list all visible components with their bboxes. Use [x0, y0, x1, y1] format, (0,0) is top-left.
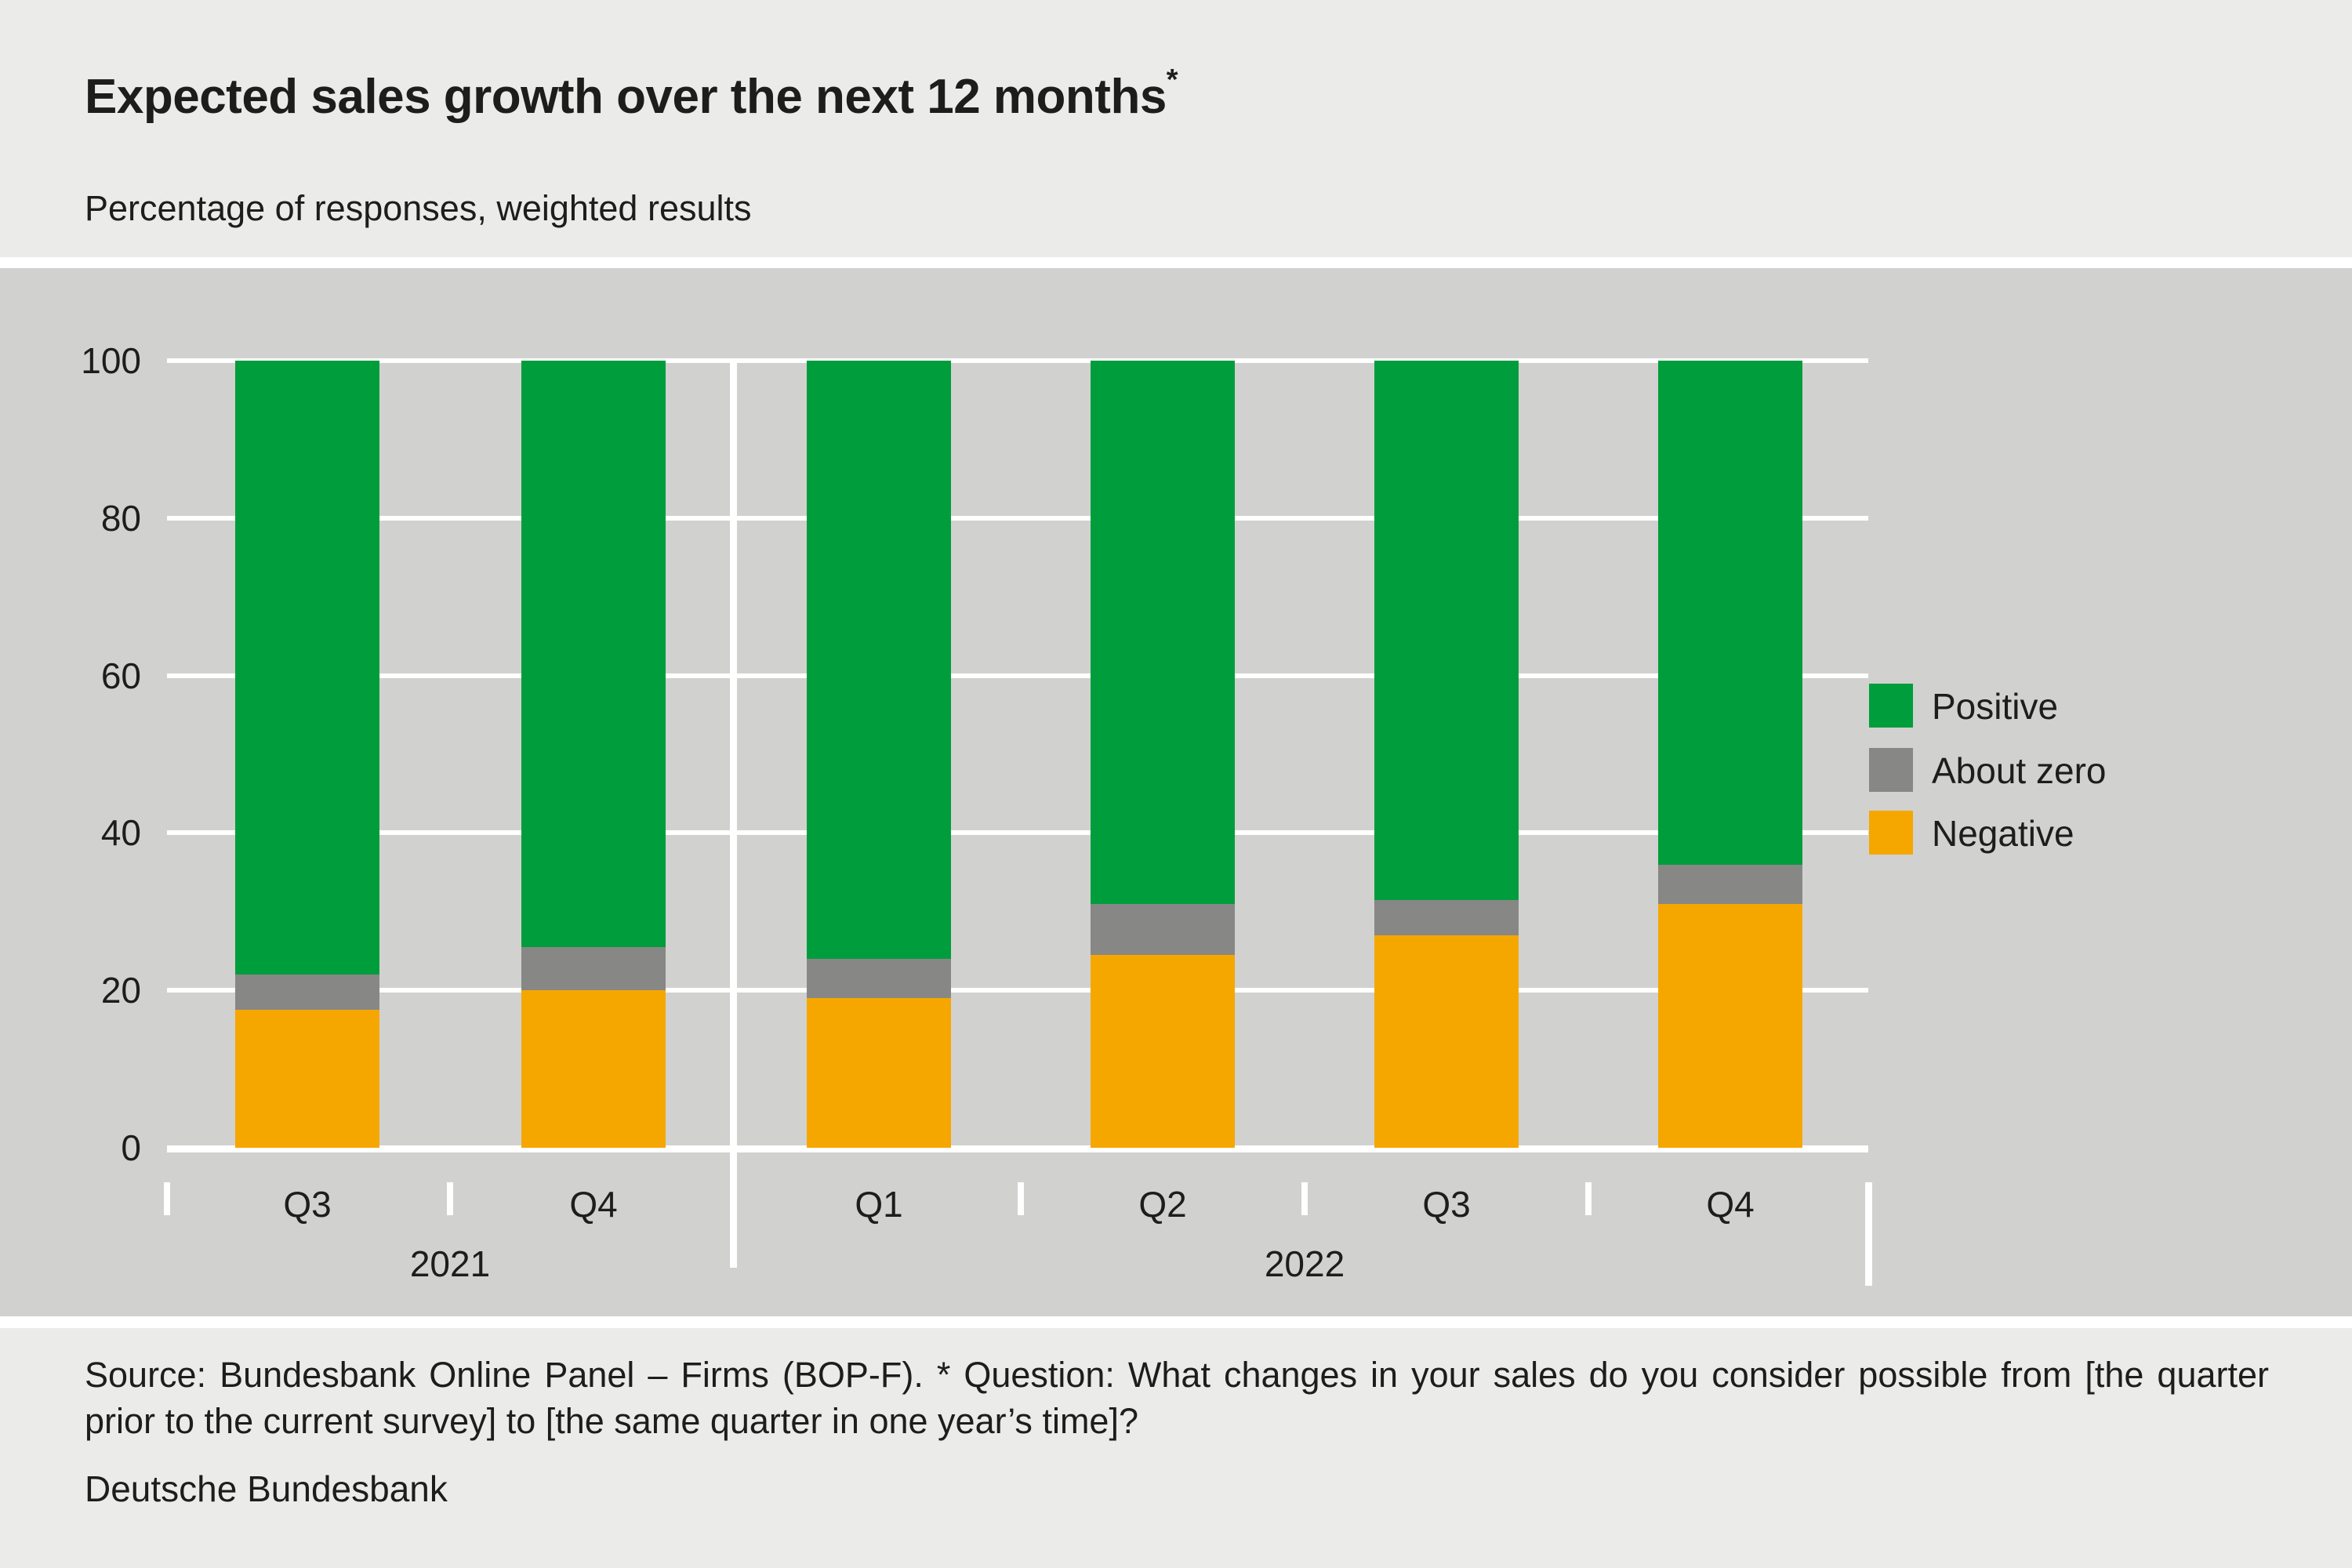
bar-q3-2021-positive [235, 361, 379, 975]
gridline-40 [167, 830, 1868, 836]
bar-q2-2022-about-zero [1091, 903, 1235, 955]
chart-header: Expected sales growth over the next 12 m… [0, 0, 2352, 257]
x-axis-tick-3 [1301, 1182, 1308, 1215]
x-axis-tick-0 [164, 1182, 170, 1215]
chart-panel: 0 20 40 60 80 100 Q3 Q4 Q1 Q2 Q3 Q4 2021 2022 Positiv… [0, 268, 2352, 1316]
y-axis-label-0: 0 [121, 1127, 141, 1168]
legend-swatch-negative [1869, 811, 1913, 855]
x-axis-label-q2-2022: Q2 [1138, 1184, 1187, 1225]
chart-subtitle: Percentage of responses, weighted result… [85, 188, 752, 228]
gridline-80 [167, 515, 1868, 521]
bar-q4-2022-negative [1658, 903, 1802, 1148]
bar-q4-2021-about-zero [521, 946, 666, 991]
x-axis-tick-1 [447, 1182, 453, 1215]
x-axis-tick-4 [1585, 1182, 1592, 1215]
source-note: Source: Bundesbank Online Panel – Firms … [85, 1355, 2269, 1441]
bar-q1-2022-positive [807, 361, 951, 960]
x-axis-label-q3-2022: Q3 [1422, 1184, 1471, 1225]
bar-q2-2022-positive [1091, 361, 1235, 904]
y-axis-label-20: 20 [100, 970, 141, 1011]
year-label-2021: 2021 [409, 1243, 491, 1284]
page-title-text: Expected sales growth over the next 12 m… [85, 70, 1167, 124]
legend-swatch-positive [1869, 684, 1913, 728]
y-axis-label-80: 80 [100, 497, 141, 539]
x-axis-label-q3-2021: Q3 [283, 1184, 332, 1225]
bar-q4-2022-positive [1658, 361, 1802, 865]
y-axis-label-40: 40 [100, 812, 141, 854]
chart-footer: Source: Bundesbank Online Panel – Firms … [0, 1328, 2352, 1568]
bar-q1-2022-negative [807, 998, 951, 1148]
x-axis-label-q4-2021: Q4 [569, 1184, 618, 1225]
bar-q3-2022-positive [1374, 361, 1519, 900]
x-axis-label-q4-2022: Q4 [1706, 1184, 1755, 1225]
bar-q4-2021-positive [521, 361, 666, 947]
title-footnote-marker: * [1166, 64, 1178, 96]
gridline-20 [167, 988, 1868, 993]
bar-q3-2022-about-zero [1374, 899, 1519, 935]
year-separator-line [730, 361, 737, 1268]
page-title: Expected sales growth over the next 12 m… [85, 65, 1178, 125]
publisher: Deutsche Bundesbank [85, 1468, 448, 1509]
legend-swatch-about-zero [1869, 748, 1913, 792]
x-axis-label-q1-2022: Q1 [855, 1184, 903, 1225]
bar-q4-2022-about-zero [1658, 864, 1802, 904]
legend-label-negative: Negative [1932, 813, 2074, 854]
y-axis-label-60: 60 [100, 655, 141, 696]
x-axis-tick-2 [1018, 1182, 1024, 1215]
legend-label-positive: Positive [1932, 686, 2059, 727]
bar-q2-2022-negative [1091, 955, 1235, 1148]
x-axis-line [167, 1145, 1868, 1152]
gridline-100 [167, 358, 1868, 363]
bar-q1-2022-about-zero [807, 959, 951, 999]
bar-q3-2021-about-zero [235, 975, 379, 1011]
bar-q3-2022-negative [1374, 935, 1519, 1148]
axis-end-tick [1865, 1182, 1872, 1286]
gridline-60 [167, 673, 1868, 678]
y-axis-label-100: 100 [81, 340, 141, 381]
year-label-2022: 2022 [1264, 1243, 1345, 1284]
bar-q3-2021-negative [235, 1010, 379, 1148]
bar-q4-2021-negative [521, 990, 666, 1148]
legend-label-about-zero: About zero [1932, 750, 2107, 791]
